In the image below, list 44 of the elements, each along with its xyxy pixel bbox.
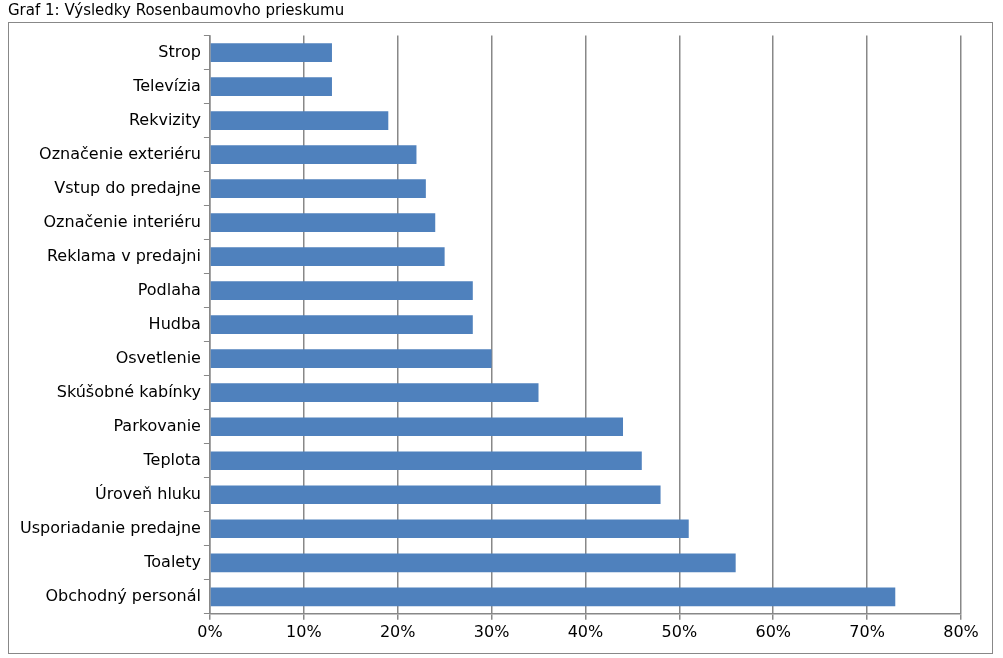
bar [210, 315, 473, 335]
y-tick-label: Parkovanie [113, 415, 201, 435]
x-tick-label: 0% [197, 621, 223, 641]
y-tick-label: Označenie exteriéru [39, 143, 201, 163]
chart-title: Graf 1: Výsledky Rosenbaumovho prieskumu [8, 0, 345, 20]
bar [210, 485, 661, 505]
x-tick-label: 20% [379, 621, 416, 641]
y-tick-label: Vstup do predajne [54, 177, 201, 197]
bar [210, 553, 736, 573]
x-tick-label: 50% [661, 621, 698, 641]
bar [210, 383, 539, 403]
y-tick-label: Obchodný personál [45, 585, 201, 605]
y-tick-label: Usporiadanie predajne [19, 517, 201, 537]
y-tick-label: Teplota [142, 449, 201, 469]
y-tick-label: Hudba [148, 313, 201, 333]
bar [210, 111, 389, 130]
bar [210, 43, 332, 62]
x-tick-label: 10% [286, 621, 322, 641]
bar [210, 519, 689, 539]
x-tick-label: 60% [755, 621, 792, 641]
x-tick-label: 70% [849, 621, 885, 641]
y-tick-label: Reklama v predajni [46, 245, 201, 265]
x-tick-label: 40% [567, 621, 604, 641]
bar [210, 247, 445, 267]
y-tick-label: Osvetlenie [115, 347, 201, 367]
bar [210, 587, 896, 607]
y-tick-label: Televízia [132, 75, 201, 95]
y-tick-label: Rekvizity [128, 109, 201, 129]
y-tick-label: Úroveň hluku [95, 483, 201, 503]
bar [210, 281, 473, 301]
y-tick-label: Podlaha [137, 279, 201, 299]
bar [210, 145, 417, 164]
x-tick-label: 80% [943, 621, 979, 641]
bar [210, 179, 426, 199]
bar [210, 213, 436, 233]
y-tick-label: Strop [158, 41, 201, 61]
bar [210, 417, 624, 437]
bar [210, 349, 492, 369]
bar [210, 451, 642, 471]
y-tick-label: Skúšobné kabínky [56, 381, 201, 401]
x-tick-label: 30% [473, 621, 510, 641]
y-tick-label: Označenie interiéru [43, 211, 201, 231]
bar [210, 77, 332, 96]
y-tick-label: Toalety [143, 551, 201, 571]
